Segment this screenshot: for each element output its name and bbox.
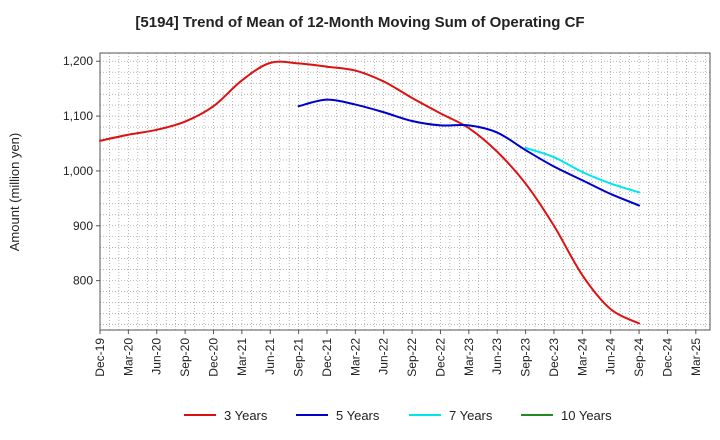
x-tick-label: Mar-25 (689, 338, 703, 376)
legend-label: 5 Years (336, 408, 380, 423)
x-tick-label: Mar-23 (462, 338, 476, 376)
y-tick-label: 1,000 (63, 164, 93, 178)
y-tick-label: 800 (73, 274, 93, 288)
x-tick-label: Jun-23 (490, 338, 504, 375)
y-axis: 800 900 1,000 1,100 1,200 (63, 54, 100, 288)
x-tick-label: Jun-21 (263, 338, 277, 375)
grid (100, 53, 710, 330)
x-tick-label: Mar-21 (235, 338, 249, 376)
series-line-5-years (297, 98, 641, 207)
x-tick-label: Jun-24 (604, 338, 618, 375)
legend-label: 3 Years (224, 408, 268, 423)
x-tick-label: Jun-22 (377, 338, 391, 375)
x-tick-label: Sep-21 (292, 338, 306, 377)
chart-title: [5194] Trend of Mean of 12-Month Moving … (135, 14, 585, 31)
x-tick-label: Dec-24 (660, 338, 674, 377)
x-axis: Dec-19 Mar-20 Jun-20 Sep-20 Dec-20 Mar-21 Jun-… (93, 330, 703, 377)
x-tick-label: Mar-24 (575, 338, 589, 376)
x-tick-label: Sep-23 (519, 338, 533, 377)
x-tick-label: Mar-22 (348, 338, 362, 376)
x-tick-label: Sep-20 (178, 338, 192, 377)
x-tick-label: Sep-22 (405, 338, 419, 377)
y-tick-label: 1,100 (63, 109, 93, 123)
x-tick-label: Sep-24 (632, 338, 646, 377)
series-line-3-years (99, 60, 641, 325)
series-line-7-years (524, 146, 641, 194)
x-tick-label: Dec-23 (547, 338, 561, 377)
y-tick-label: 1,200 (63, 54, 93, 68)
x-tick-label: Dec-21 (320, 338, 334, 377)
x-tick-label: Jun-20 (150, 338, 164, 375)
legend: 3 Years 5 Years 7 Years 10 Years (184, 408, 612, 423)
y-tick-label: 900 (73, 219, 93, 233)
x-tick-label: Dec-22 (433, 338, 447, 377)
plot-area (99, 52, 711, 331)
x-tick-label: Mar-20 (121, 338, 135, 376)
x-tick-label: Dec-20 (206, 338, 220, 377)
legend-label: 10 Years (561, 408, 612, 423)
series-lines (99, 60, 641, 325)
x-tick-label: Dec-19 (93, 338, 107, 377)
y-axis-title: Amount (million yen) (7, 133, 22, 252)
legend-label: 7 Years (449, 408, 493, 423)
